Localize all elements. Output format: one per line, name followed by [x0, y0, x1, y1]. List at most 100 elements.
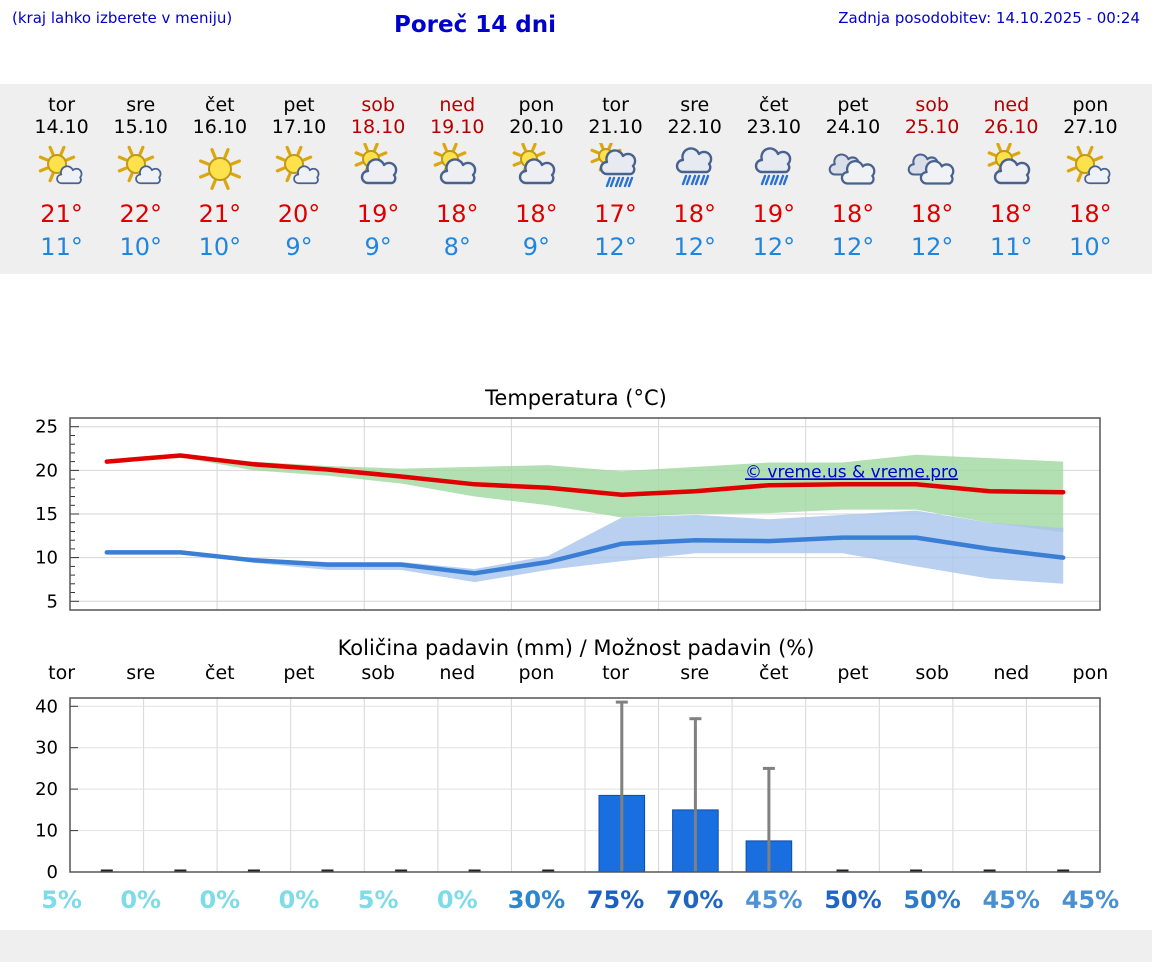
weather-icon-svg — [354, 143, 398, 185]
precip-zero-mark — [1057, 869, 1070, 872]
day-column[interactable]: pet 24.10 18° 12° — [813, 94, 892, 262]
day-date: 25.10 — [904, 116, 960, 139]
low-temp: 10° — [1069, 232, 1112, 261]
day-name: ned — [439, 94, 476, 116]
day-column[interactable]: čet 16.10 21° 10° — [180, 94, 259, 262]
svg-text:25: 25 — [35, 416, 58, 437]
precip-day-label: sob — [361, 661, 395, 684]
weather-icon-svg — [987, 143, 1031, 185]
cloudy-icon — [813, 140, 892, 198]
day-name: sob — [361, 94, 395, 116]
precip-probability: 0% — [120, 885, 162, 914]
day-date: 20.10 — [509, 116, 564, 139]
precip-day-label: ned — [993, 661, 1030, 684]
high-temp: 19° — [356, 200, 400, 229]
header: (kraj lahko izberete v meniju) Poreč 14 … — [0, 0, 1152, 44]
precip-zero-mark — [910, 869, 923, 872]
day-date: 18.10 — [350, 116, 406, 139]
precip-zero-mark — [100, 869, 113, 872]
precip-probability: 30% — [507, 885, 566, 914]
weather-icon-svg — [828, 153, 876, 185]
precipitation-chart: 0 10 20 30 40 — [35, 696, 1101, 883]
rain-icon — [734, 140, 813, 198]
low-temp: 12° — [673, 232, 716, 261]
precip-zero-mark — [542, 869, 555, 872]
precip-zero-mark — [983, 869, 996, 872]
svg-text:30: 30 — [35, 737, 58, 758]
day-date: 17.10 — [271, 116, 327, 139]
high-temp: 22° — [119, 200, 162, 229]
precip-probability: 0% — [278, 885, 320, 914]
high-temp: 18° — [515, 200, 558, 229]
day-name: sre — [680, 94, 710, 116]
precip-day-label: čet — [759, 661, 789, 684]
low-temp: 10° — [198, 232, 242, 261]
day-name: čet — [205, 94, 235, 116]
day-column[interactable]: pet 17.10 20° 9° — [259, 94, 338, 262]
weather-icon-svg — [117, 145, 162, 185]
day-column[interactable]: ned 19.10 18° 8° — [418, 94, 497, 262]
precip-probability: 5% — [357, 885, 399, 914]
precip-probability: 0% — [199, 885, 241, 914]
location-hint: (kraj lahko izberete v meniju) — [12, 9, 233, 27]
day-column[interactable]: sre 15.10 22° 10° — [101, 94, 180, 262]
mostly-sunny-icon — [22, 140, 101, 198]
day-date: 24.10 — [825, 116, 881, 139]
precip-probability: 45% — [1061, 885, 1120, 914]
day-date: 22.10 — [667, 116, 722, 139]
day-column[interactable]: tor 14.10 21° 11° — [22, 94, 101, 262]
watermark-link[interactable]: © vreme.us & vreme.pro — [745, 462, 958, 482]
day-name: sre — [126, 94, 156, 116]
precip-probability: 50% — [903, 885, 961, 914]
precip-zero-mark — [174, 869, 187, 872]
low-temp: 11° — [989, 232, 1033, 261]
low-temp: 9° — [522, 232, 551, 261]
day-date: 14.10 — [34, 116, 89, 139]
high-temp: 21° — [40, 200, 83, 229]
high-temp: 18° — [989, 200, 1033, 229]
forecast-strip: tor 14.10 21° 11° sre 15.10 22° 10° čet 16.10 21° 1… — [0, 84, 1152, 274]
precip-day-labels: tor sre čet pet sob ned pon tor sre čet pet sob ned p… — [0, 662, 1152, 686]
precip-zero-mark — [395, 869, 408, 872]
day-name: sob — [915, 94, 949, 116]
day-column[interactable]: sob 25.10 18° 12° — [893, 94, 972, 262]
day-column[interactable]: ned 26.10 18° 11° — [972, 94, 1051, 262]
precip-day-label: tor — [602, 661, 629, 684]
precip-whisker — [689, 716, 702, 872]
temp-y-axis: 5 10 15 20 25 — [35, 416, 79, 612]
svg-text:10: 10 — [35, 547, 58, 568]
high-temp: 17° — [594, 200, 637, 229]
precip-day-label: pon — [1072, 661, 1109, 684]
svg-text:20: 20 — [35, 779, 58, 800]
weather-icon-svg — [675, 147, 712, 186]
day-column[interactable]: pon 20.10 18° 9° — [497, 94, 576, 262]
precipitation-section: Količina padavin (mm) / Možnost padavin … — [0, 636, 1152, 918]
sunny-icon — [180, 140, 259, 198]
day-column[interactable]: sre 22.10 18° 12° — [655, 94, 734, 262]
precip-probability: 70% — [665, 885, 724, 914]
temperature-chart-title: Temperatura (°C) — [485, 385, 667, 410]
min-temp-line — [104, 535, 1066, 576]
day-column[interactable]: tor 21.10 17° 12° — [576, 94, 655, 262]
precip-zero-mark — [247, 869, 260, 872]
low-temp: 8° — [443, 232, 471, 261]
day-name: tor — [602, 94, 629, 116]
day-column[interactable]: čet 23.10 19° 12° — [734, 94, 813, 262]
min-range-band — [106, 510, 1064, 584]
low-temp: 9° — [285, 232, 313, 261]
weather-icon-svg — [754, 147, 792, 186]
precip-probability: 45% — [982, 885, 1040, 914]
high-temp: 21° — [198, 200, 242, 229]
low-temp: 10° — [119, 232, 162, 261]
day-name: pon — [1072, 94, 1109, 116]
precip-day-label: pet — [283, 661, 315, 684]
day-column[interactable]: sob 18.10 19° 9° — [339, 94, 418, 262]
precip-probability: 75% — [586, 885, 645, 914]
day-date: 27.10 — [1063, 116, 1118, 139]
low-temp: 11° — [40, 232, 83, 261]
precip-probability: 5% — [41, 885, 82, 914]
day-column[interactable]: pon 27.10 18° 10° — [1051, 94, 1130, 262]
day-date: 21.10 — [588, 116, 643, 139]
precip-zero-mark — [468, 869, 481, 872]
precip-y-axis: 0 10 20 30 40 — [35, 696, 78, 883]
